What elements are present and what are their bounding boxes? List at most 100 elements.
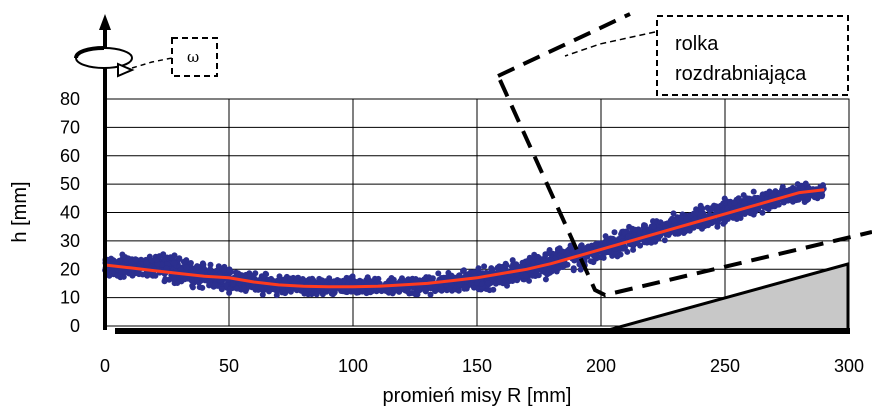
data-point [233,269,239,276]
data-point [148,257,155,264]
trend-line [104,188,825,289]
data-point [731,199,738,206]
data-point [478,280,485,287]
y-tick-label: 40 [60,203,80,223]
data-point [722,218,728,225]
data-point [207,261,214,268]
data-point [606,240,613,246]
data-point [313,291,320,298]
data-point [734,214,741,221]
data-point [106,272,113,279]
data-point [266,287,272,294]
y-tick-label: 30 [60,231,80,251]
data-point [504,282,510,289]
roller-label-box [656,15,849,96]
data-point [390,277,397,284]
data-point [412,276,419,282]
data-point [592,241,599,248]
y-tick-label: 80 [60,89,80,109]
data-point [440,274,447,281]
data-point [648,239,655,246]
y-tick-label: 20 [60,259,80,279]
omega-leader-line [131,57,173,69]
data-point [143,259,150,266]
rotation-axis-arrowhead [99,14,111,30]
data-point [183,264,190,271]
data-point [448,281,455,288]
data-point [132,256,139,263]
data-point [282,290,289,297]
data-point [241,285,248,292]
data-point [766,188,773,195]
data-point [275,277,282,284]
data-point [233,285,240,292]
data-point [750,188,757,195]
data-point [713,204,720,211]
data-point [617,251,624,258]
data-point [587,258,594,265]
data-point [163,265,170,272]
data-point [196,284,203,291]
x-tick-labels: 0 50 100 150 200 250 300 [100,356,864,376]
y-tick-label: 70 [60,117,80,137]
data-point [364,274,371,281]
data-point [601,240,608,247]
data-point [539,268,546,275]
data-point [683,215,690,222]
data-point [171,252,178,259]
data-point [632,226,638,233]
data-point [156,253,163,260]
data-point [456,281,463,288]
roller-label-line2: rozdrabniająca [675,63,807,85]
data-point [661,237,668,244]
data-point [460,267,467,274]
data-point [174,280,181,286]
data-point [586,245,593,252]
data-point [310,277,317,284]
data-point [318,277,325,284]
data-point [177,266,184,273]
data-point [180,258,187,265]
data-point [665,232,672,238]
data-point [770,191,777,198]
data-point [279,285,286,292]
omega-label-box [171,37,218,77]
rotation-arrow-icon [74,46,135,78]
x-tick-label: 150 [462,356,492,376]
data-point [359,288,366,295]
data-point [136,271,142,278]
data-point [119,251,126,258]
data-point [329,279,336,286]
data-point [637,228,643,235]
data-point [508,263,515,270]
data-point [161,255,168,262]
data-point [542,276,549,283]
data-point [650,223,657,230]
data-point [198,268,205,275]
data-point [259,291,266,298]
data-point [176,255,183,262]
data-point [777,191,783,198]
data-point [161,278,168,285]
data-point [484,280,491,287]
data-point [260,273,267,280]
data-point [526,277,532,284]
data-point [775,201,782,208]
roller-top-edge [497,12,631,78]
data-point [353,289,360,296]
data-point [281,276,288,283]
data-point [509,257,516,264]
data-point [171,260,178,266]
data-point [432,288,439,295]
data-point [611,229,618,236]
data-point [621,229,628,236]
y-axis-title: h [mm] [9,181,31,242]
data-point [193,277,200,283]
data-point [129,272,136,279]
data-point [642,222,648,229]
data-point [525,258,532,265]
data-point [522,272,529,279]
y-tick-label: 50 [60,174,80,194]
data-point [497,275,504,281]
data-point [247,273,254,280]
